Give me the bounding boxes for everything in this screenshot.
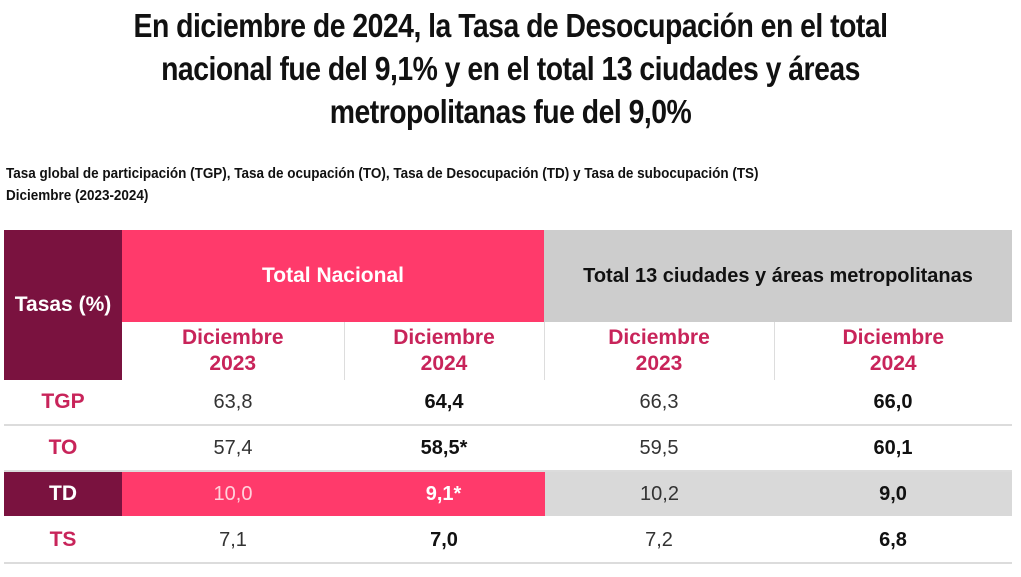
rates-table: Tasas (%) Total Nacional Total 13 ciudad… bbox=[4, 230, 1012, 564]
column-header-month: Diciembre bbox=[393, 326, 495, 349]
row-label: TD bbox=[4, 471, 122, 518]
table-row-to: TO 57,4 58,5* 59,5 60,1 bbox=[4, 425, 1012, 472]
row-header-label: Tasas (%) bbox=[4, 230, 122, 380]
row-label: TS bbox=[4, 517, 122, 564]
value-metro-2024: 9,0 bbox=[774, 471, 1012, 518]
headline-line-1: En diciembre de 2024, la Tasa de Desocup… bbox=[133, 7, 888, 44]
group-header-row: Tasas (%) Total Nacional Total 13 ciudad… bbox=[4, 230, 1012, 380]
value-metro-2023: 66,3 bbox=[544, 380, 774, 426]
column-header-year: 2023 bbox=[209, 352, 257, 375]
column-header-month: Diciembre bbox=[842, 326, 945, 349]
value-nacional-2023: 7,1 bbox=[122, 517, 344, 564]
column-header-metro-2023: Diciembre 2023 bbox=[543, 322, 774, 380]
value-metro-2023: 59,5 bbox=[544, 425, 774, 472]
subtitle-line-1: Tasa global de participación (TGP), Tasa… bbox=[6, 166, 759, 182]
table-row-tgp: TGP 63,8 64,4 66,3 66,0 bbox=[4, 380, 1012, 426]
value-nacional-2023: 10,0 bbox=[122, 471, 344, 518]
headline: En diciembre de 2024, la Tasa de Desocup… bbox=[71, 4, 949, 133]
table-row-td: TD 10,0 9,1* 10,2 9,0 bbox=[4, 471, 1012, 518]
headline-line-2: nacional fue del 9,1% y en el total 13 c… bbox=[161, 50, 860, 87]
column-header-row: Diciembre 2023 Diciembre 2024 Diciembre … bbox=[4, 322, 1012, 380]
headline-line-3: metropolitanas fue del 9,0% bbox=[329, 93, 692, 130]
group-header-nacional: Total Nacional bbox=[122, 230, 544, 322]
value-nacional-2024: 58,5* bbox=[344, 425, 544, 472]
value-metro-2024: 6,8 bbox=[774, 517, 1012, 564]
value-metro-2024: 66,0 bbox=[774, 380, 1012, 426]
table-row-ts: TS 7,1 7,0 7,2 6,8 bbox=[4, 517, 1012, 564]
value-nacional-2023: 57,4 bbox=[122, 425, 344, 472]
group-header-metropolitanas: Total 13 ciudades y áreas metropolitanas bbox=[544, 230, 1012, 322]
column-header-nacional-2023: Diciembre 2023 bbox=[122, 322, 344, 380]
value-nacional-2023: 63,8 bbox=[122, 380, 344, 426]
row-label: TGP bbox=[4, 380, 122, 426]
column-header-year: 2023 bbox=[635, 352, 683, 375]
column-header-month: Diciembre bbox=[608, 326, 710, 349]
value-metro-2023: 7,2 bbox=[544, 517, 774, 564]
value-metro-2024: 60,1 bbox=[774, 425, 1012, 472]
column-header-year: 2024 bbox=[869, 352, 917, 375]
value-nacional-2024: 7,0 bbox=[344, 517, 544, 564]
table-subtitle: Tasa global de participación (TGP), Tasa… bbox=[6, 163, 936, 207]
column-header-month: Diciembre bbox=[181, 326, 284, 349]
column-header-year: 2024 bbox=[420, 352, 468, 375]
row-label: TO bbox=[4, 425, 122, 472]
value-nacional-2024: 64,4 bbox=[344, 380, 544, 426]
column-header-nacional-2024: Diciembre 2024 bbox=[343, 322, 544, 380]
column-header-metro-2024: Diciembre 2024 bbox=[773, 322, 1012, 380]
value-metro-2023: 10,2 bbox=[543, 471, 774, 518]
table-body: TGP 63,8 64,4 66,3 66,0 TO 57,4 58,5* 59,5 60,1 TD… bbox=[4, 380, 1012, 564]
value-nacional-2024: 9,1* bbox=[344, 471, 544, 518]
subtitle-line-2: Diciembre (2023-2024) bbox=[6, 188, 149, 204]
